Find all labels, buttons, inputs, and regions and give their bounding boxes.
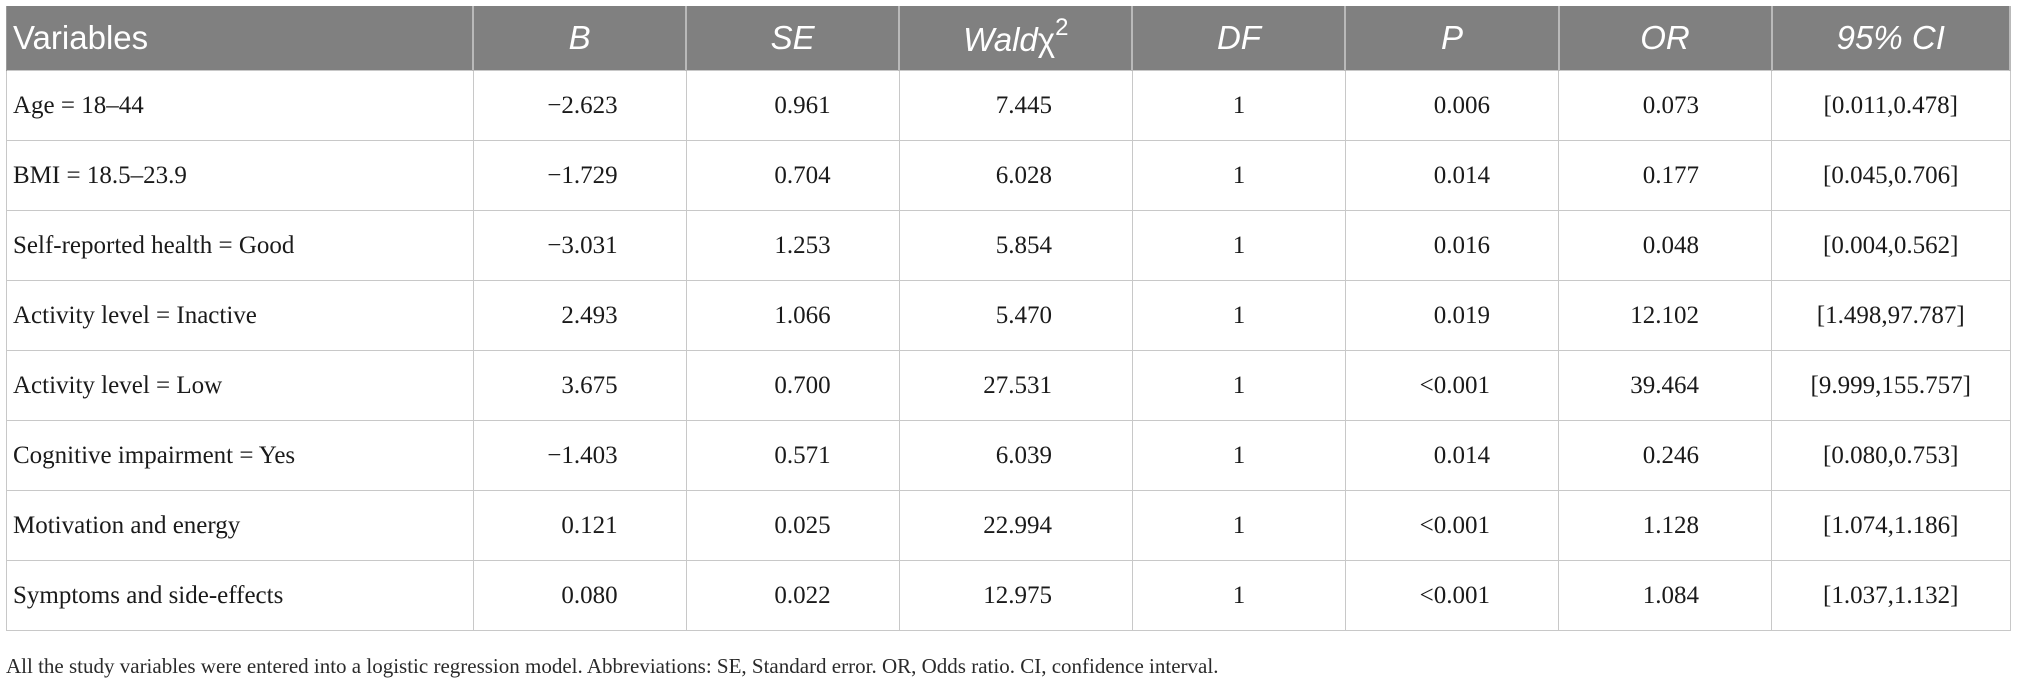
cell-b: 0.121 [472,490,687,561]
table-row: Age = 18–44 −2.623 0.961 7.445 1 0.006 0… [6,70,2011,141]
cell-p: 0.006 [1344,70,1560,141]
cell-df: 1 [1131,70,1346,141]
cell-b: −1.729 [472,140,687,211]
cell-df: 1 [1131,560,1346,631]
table-row: Motivation and energy 0.121 0.025 22.994… [6,490,2011,561]
header-b: B [472,6,688,71]
cell-b: −3.031 [472,210,687,281]
table-row: BMI = 18.5–23.9 −1.729 0.704 6.028 1 0.0… [6,140,2011,211]
cell-df: 1 [1131,210,1346,281]
cell-or: 12.102 [1557,280,1773,351]
cell-df: 1 [1131,280,1346,351]
cell-se: 0.961 [685,70,900,141]
header-variables: Variables [6,6,475,71]
table-row: Cognitive impairment = Yes −1.403 0.571 … [6,420,2011,491]
regression-table: Variables B SE Waldχ2 DF P OR 95% CI Age… [6,6,2012,631]
cell-df: 1 [1131,140,1346,211]
cell-se: 0.704 [685,140,900,211]
cell-or: 0.246 [1557,420,1773,491]
cell-or: 1.128 [1557,490,1773,561]
cell-wald: 5.854 [898,210,1133,281]
cell-wald: 22.994 [898,490,1133,561]
header-row: Variables B SE Waldχ2 DF P OR 95% CI [6,6,2012,71]
table-footnote: All the study variables were entered int… [6,654,1219,678]
regression-table-container: Variables B SE Waldχ2 DF P OR 95% CI Age… [6,6,2012,631]
cell-or: 0.073 [1557,70,1773,141]
header-wald: Waldχ2 [898,6,1134,71]
cell-ci: [0.045,0.706] [1771,140,2011,211]
cell-df: 1 [1131,350,1346,421]
cell-variable: BMI = 18.5–23.9 [6,140,474,211]
cell-variable: Activity level = Low [6,350,474,421]
cell-ci: [0.011,0.478] [1771,70,2011,141]
header-or: OR [1557,6,1773,71]
cell-se: 1.066 [685,280,900,351]
cell-or: 39.464 [1557,350,1773,421]
cell-wald: 27.531 [898,350,1133,421]
cell-variable: Age = 18–44 [6,70,474,141]
cell-ci: [1.498,97.787] [1771,280,2011,351]
cell-ci: [0.004,0.562] [1771,210,2011,281]
cell-ci: [0.080,0.753] [1771,420,2011,491]
cell-p: 0.019 [1344,280,1560,351]
cell-wald: 7.445 [898,70,1133,141]
cell-wald: 6.039 [898,420,1133,491]
cell-se: 0.571 [685,420,900,491]
cell-b: 3.675 [472,350,687,421]
header-se: SE [685,6,901,71]
header-ci: 95% CI [1770,6,2012,71]
cell-or: 0.177 [1557,140,1773,211]
table-row: Activity level = Low 3.675 0.700 27.531 … [6,350,2011,421]
cell-variable: Self-reported health = Good [6,210,474,281]
cell-or: 0.048 [1557,210,1773,281]
cell-p: <0.001 [1344,560,1560,631]
cell-or: 1.084 [1557,560,1773,631]
header-wald-prefix: Wald [963,20,1038,58]
cell-ci: [9.999,155.757] [1771,350,2011,421]
cell-se: 1.253 [685,210,900,281]
cell-ci: [1.074,1.186] [1771,490,2011,561]
cell-p: 0.014 [1344,140,1560,211]
cell-b: 2.493 [472,280,687,351]
cell-b: −2.623 [472,70,687,141]
cell-wald: 12.975 [898,560,1133,631]
cell-df: 1 [1131,490,1346,561]
cell-p: 0.016 [1344,210,1560,281]
cell-variable: Activity level = Inactive [6,280,474,351]
table-row: Self-reported health = Good −3.031 1.253… [6,210,2011,281]
table-row: Symptoms and side-effects 0.080 0.022 12… [6,560,2011,631]
header-df: DF [1131,6,1347,71]
cell-wald: 5.470 [898,280,1133,351]
header-wald-sup: 2 [1055,13,1069,41]
cell-se: 0.022 [685,560,900,631]
cell-se: 0.700 [685,350,900,421]
cell-b: 0.080 [472,560,687,631]
cell-variable: Motivation and energy [6,490,474,561]
cell-p: <0.001 [1344,490,1560,561]
cell-ci: [1.037,1.132] [1771,560,2011,631]
cell-variable: Cognitive impairment = Yes [6,420,474,491]
cell-p: <0.001 [1344,350,1560,421]
cell-df: 1 [1131,420,1346,491]
header-p: P [1344,6,1560,71]
cell-variable: Symptoms and side-effects [6,560,474,631]
cell-se: 0.025 [685,490,900,561]
table-row: Activity level = Inactive 2.493 1.066 5.… [6,280,2011,351]
cell-p: 0.014 [1344,420,1560,491]
cell-b: −1.403 [472,420,687,491]
header-wald-chi: χ [1037,20,1056,58]
cell-wald: 6.028 [898,140,1133,211]
